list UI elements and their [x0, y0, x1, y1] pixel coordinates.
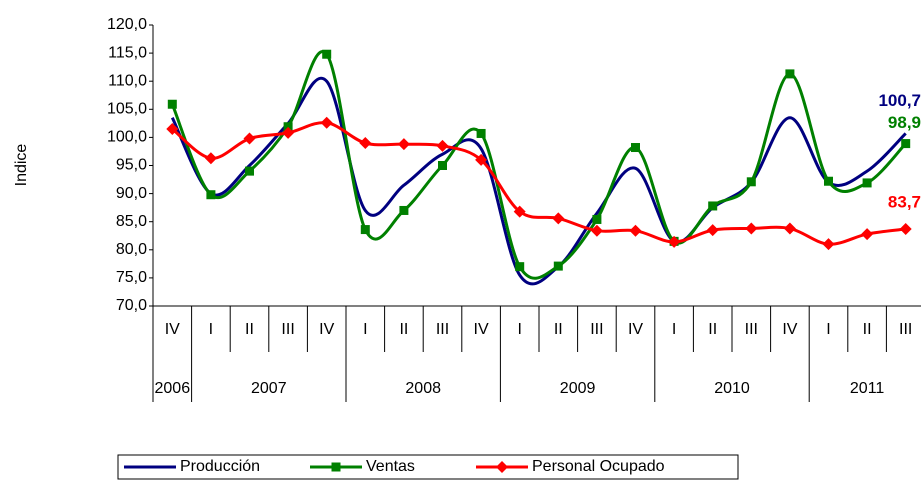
marker: [629, 224, 642, 237]
marker: [360, 225, 370, 235]
x-tick-label: IV: [628, 321, 643, 338]
x-tick-label: III: [436, 321, 449, 338]
y-tick-label: 95,0: [116, 157, 147, 174]
y-tick-label: 85,0: [116, 213, 147, 230]
marker: [513, 205, 526, 218]
x-tick-label: II: [708, 321, 717, 338]
x-tick-label: IV: [474, 321, 489, 338]
data-label: 100,7: [878, 91, 921, 110]
x-tick-label: II: [554, 321, 563, 338]
x-tick-label: IV: [782, 321, 797, 338]
marker: [708, 201, 718, 211]
year-label: 2009: [560, 380, 596, 397]
marker: [783, 222, 796, 235]
x-tick-label: II: [245, 321, 254, 338]
marker: [399, 205, 409, 215]
y-tick-label: 100,0: [107, 129, 147, 146]
x-tick-label: I: [672, 321, 676, 338]
marker: [861, 228, 874, 241]
marker: [166, 122, 179, 135]
marker: [359, 137, 372, 150]
y-tick-label: 115,0: [108, 44, 147, 61]
marker: [515, 262, 525, 272]
x-tick-label: II: [863, 321, 872, 338]
marker: [282, 126, 295, 139]
x-tick-label: II: [399, 321, 408, 338]
legend-label: Personal Ocupado: [532, 458, 665, 475]
y-tick-label: 70,0: [116, 297, 147, 314]
marker: [590, 224, 603, 237]
y-tick-label: 80,0: [116, 241, 147, 258]
legend-label: Producción: [180, 458, 260, 475]
marker: [475, 153, 488, 166]
series-line: [171, 121, 906, 246]
marker: [592, 214, 602, 224]
x-tick-label: IV: [165, 321, 180, 338]
x-tick-label: I: [826, 321, 830, 338]
x-tick-label: IV: [319, 321, 334, 338]
marker: [206, 190, 216, 200]
marker: [167, 99, 177, 109]
marker: [331, 462, 341, 472]
y-tick-label: 75,0: [116, 269, 147, 286]
marker: [397, 138, 410, 151]
marker: [476, 128, 486, 138]
marker: [552, 212, 565, 225]
marker: [745, 222, 758, 235]
marker: [822, 238, 835, 251]
y-axis-label: Indice: [13, 144, 30, 187]
year-label: 2007: [251, 380, 287, 397]
marker: [322, 49, 332, 59]
data-label: 83,7: [888, 192, 921, 211]
marker: [631, 143, 640, 153]
year-label: 2006: [155, 380, 191, 397]
marker: [438, 161, 447, 170]
marker: [320, 116, 333, 129]
marker: [245, 166, 254, 176]
series-line: [170, 76, 907, 286]
marker: [901, 139, 911, 149]
x-tick-label: III: [281, 321, 294, 338]
x-tick-label: III: [899, 321, 912, 338]
marker: [243, 132, 256, 145]
marker: [496, 461, 508, 473]
marker: [899, 223, 912, 236]
marker: [436, 139, 449, 152]
marker: [824, 176, 833, 186]
marker: [862, 178, 872, 188]
marker: [204, 152, 217, 165]
y-tick-label: 120,0: [107, 16, 147, 33]
x-tick-label: I: [517, 321, 521, 338]
marker: [746, 177, 756, 187]
marker: [785, 69, 795, 79]
data-label: 98,9: [888, 113, 921, 132]
legend: Producción Ventas Personal Ocupado: [117, 454, 739, 480]
x-tick-label: I: [363, 321, 367, 338]
x-tick-label: I: [209, 321, 213, 338]
marker: [283, 122, 293, 132]
x-tick-label: III: [590, 321, 603, 338]
marker: [553, 261, 563, 271]
marker: [668, 235, 681, 248]
x-tick-label: III: [745, 321, 758, 338]
y-tick-label: 105,0: [107, 101, 147, 118]
year-label: 2011: [850, 380, 885, 397]
legend-box: [117, 454, 739, 480]
series-line: [170, 50, 907, 280]
y-tick-label: 110,0: [108, 72, 147, 89]
year-label: 2010: [714, 380, 750, 397]
year-label: 2008: [405, 380, 441, 397]
marker: [706, 224, 719, 237]
legend-label: Ventas: [366, 458, 415, 475]
y-tick-label: 90,0: [116, 185, 147, 202]
